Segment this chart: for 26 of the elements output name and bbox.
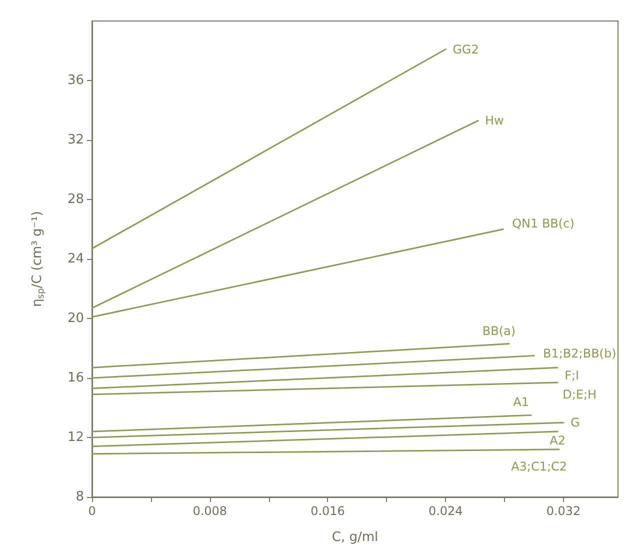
x-tick-label: 0.008	[192, 504, 228, 518]
y-tick-label: 8	[76, 490, 84, 504]
x-tick-label: 0.032	[546, 504, 581, 518]
series-label: A1	[513, 395, 529, 410]
x-tick-label: 0.024	[428, 504, 463, 518]
series-label: G	[570, 416, 580, 430]
series-label: B1;B2;BB(b)	[543, 346, 616, 361]
x-tick-label: 0.016	[310, 504, 345, 518]
y-tick-label: 16	[67, 370, 84, 386]
series-label: F;I	[564, 368, 580, 383]
y-tick-label: 20	[67, 311, 84, 326]
y-axis-title: ηsp/C (cm³ g⁻¹)	[30, 211, 46, 307]
x-axis-title: C, g/ml	[332, 530, 378, 545]
y-tick-label: 36	[67, 73, 84, 88]
series-label: QN1 BB(c)	[512, 216, 574, 230]
y-tick-label: 32	[67, 132, 84, 148]
y-tick-label: 24	[67, 252, 84, 266]
series-label: Hw	[485, 114, 504, 128]
y-tick-label: 12	[67, 430, 84, 445]
series-label: A2	[550, 434, 566, 448]
y-tick-label: 28	[67, 192, 84, 207]
series-label: A3;C1;C2	[511, 459, 568, 474]
series-label: BB(a)	[482, 324, 516, 338]
series-label: GG2	[452, 42, 479, 56]
series-label: D;E;H	[562, 387, 597, 402]
x-tick-label: 0	[88, 504, 96, 518]
